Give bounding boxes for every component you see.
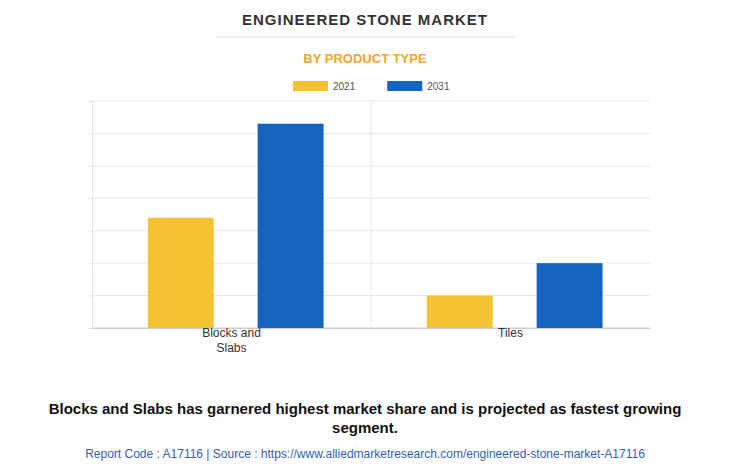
bar: [537, 263, 603, 328]
caption: Blocks and Slabs has garnered highest ma…: [49, 400, 682, 436]
title-rule: [215, 37, 515, 38]
tick-mark: [88, 198, 92, 199]
legend-swatch: [293, 81, 328, 91]
tick-mark: [88, 101, 92, 102]
chart-title: ENGINEERED STONE MARKET: [242, 11, 488, 28]
text-line: Blocks and: [202, 326, 261, 340]
tick-mark: [88, 231, 92, 232]
legend-item: 2021: [293, 81, 356, 92]
chart-subtitle: BY PRODUCT TYPE: [303, 51, 427, 66]
legend-label: 2031: [427, 81, 450, 92]
text-line: Tiles: [498, 326, 523, 340]
tick: [88, 133, 92, 134]
tick: Tiles: [498, 326, 523, 340]
tick-mark: [88, 166, 92, 167]
text-line: Slabs: [216, 341, 246, 355]
legend-label: 2021: [333, 81, 356, 92]
legend-item: 2031: [387, 81, 450, 92]
text-line: segment.: [332, 419, 398, 436]
tick: [88, 198, 92, 199]
legend: 2021 2031: [293, 81, 450, 92]
source-note: Report Code : A17116 | Source : https://…: [85, 447, 645, 461]
tick: [88, 166, 92, 167]
bar: [427, 296, 493, 328]
bars: [148, 124, 603, 328]
y-axis: [88, 102, 93, 329]
tick: [88, 328, 92, 329]
tick-mark: [88, 133, 92, 134]
tick-mark: [88, 263, 92, 264]
text-line: Blocks and Slabs has garnered highest ma…: [49, 400, 682, 417]
tick-label: Blocks andSlabs: [202, 326, 261, 355]
tick: Blocks andSlabs: [202, 326, 261, 355]
series-1: [258, 124, 603, 328]
tick-mark: [88, 328, 92, 329]
grid: [92, 101, 650, 328]
bar: [148, 218, 214, 328]
tick: [88, 263, 92, 264]
tick-mark: [88, 296, 92, 297]
category-separator: [371, 101, 372, 328]
tick-label: Tiles: [498, 326, 523, 340]
chart-root: ENGINEERED STONE MARKET BY PRODUCT TYPE Bl…: [0, 0, 730, 473]
x-axis: Blocks andSlabs Tiles: [93, 326, 651, 355]
bar: [258, 124, 324, 328]
tick: [88, 296, 92, 297]
axis-line: [88, 102, 93, 329]
axis-line: [93, 328, 651, 329]
tick: [88, 231, 92, 232]
tick: [88, 101, 92, 102]
legend-swatch: [387, 81, 422, 91]
